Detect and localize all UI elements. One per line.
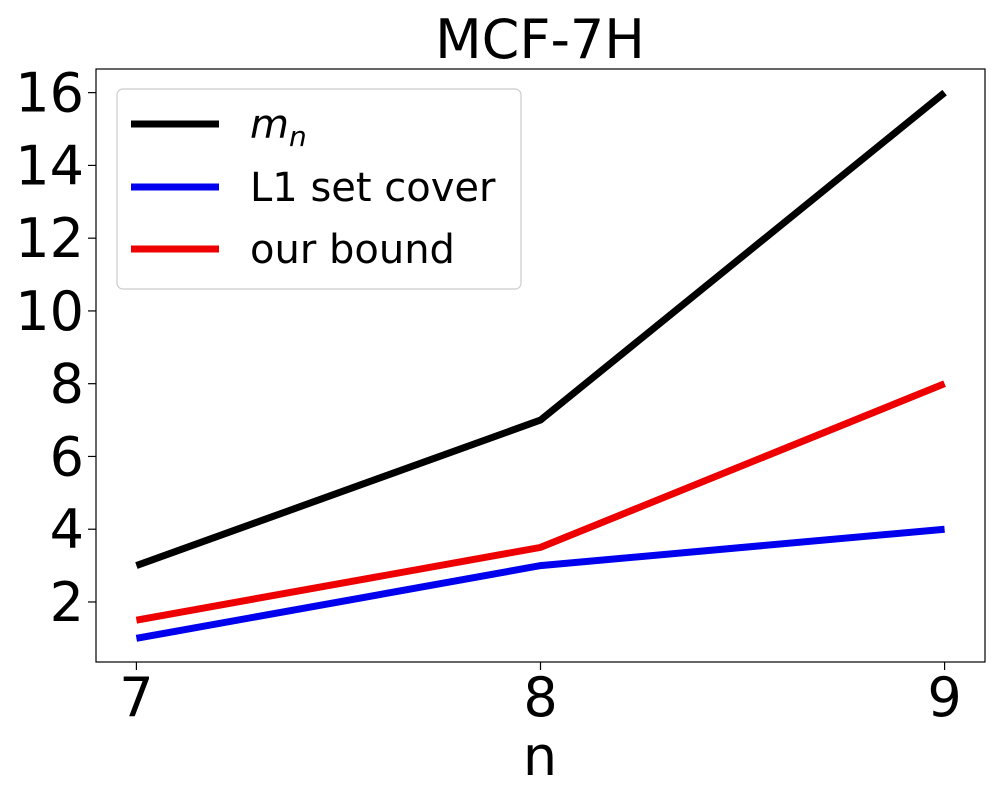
- y-tick-label: 2: [50, 571, 84, 634]
- y-tick-label: 6: [50, 425, 84, 488]
- series-line-l1-set-cover: [135, 525, 945, 642]
- y-axis: 2 4 6 8 10 12 14 16: [15, 62, 96, 634]
- y-tick-label: 16: [15, 62, 84, 125]
- legend-label-our-bound: our bound: [250, 227, 455, 273]
- legend-label-mn: mn: [250, 102, 307, 153]
- plot-frame: [95, 68, 986, 663]
- chart-title: MCF-7H: [435, 8, 645, 71]
- legend: mn L1 set cover our bound: [116, 88, 522, 290]
- plot-lines: [135, 89, 947, 642]
- x-axis: 7 8 9: [119, 662, 962, 729]
- x-tick-label: 7: [119, 666, 153, 729]
- x-tick-label: 8: [523, 666, 557, 729]
- x-axis-label: n: [523, 725, 557, 788]
- x-tick-label: 9: [927, 666, 961, 729]
- y-tick-label: 14: [15, 134, 84, 197]
- legend-label-l1-set-cover: L1 set cover: [250, 165, 496, 211]
- series-line-our-bound: [135, 380, 946, 624]
- legend-label-mn-base: m: [250, 102, 289, 148]
- y-tick-label: 10: [15, 280, 84, 343]
- series-line-mn: [135, 89, 947, 569]
- legend-label-mn-subscript: n: [289, 120, 307, 153]
- y-tick-label: 4: [50, 498, 84, 561]
- y-tick-label: 12: [15, 207, 84, 270]
- legend-box: [116, 88, 522, 290]
- y-tick-label: 8: [50, 353, 84, 416]
